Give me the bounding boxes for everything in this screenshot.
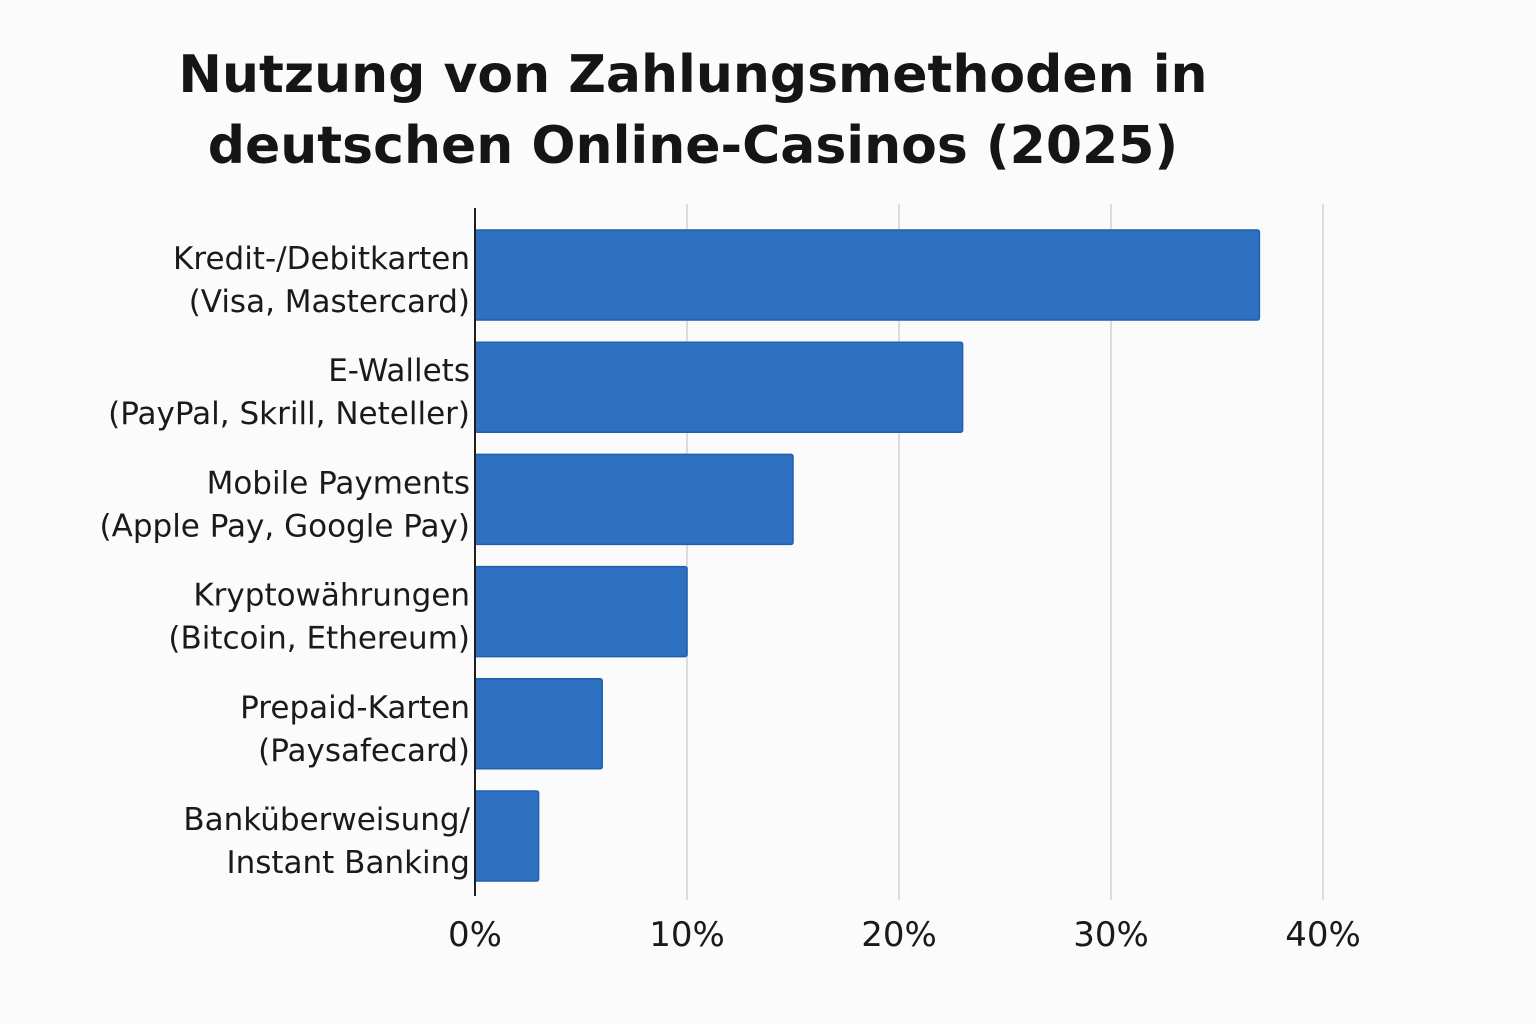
- category-label-line: Kryptowährungen: [193, 578, 470, 614]
- category-label-line: Mobile Payments: [207, 465, 470, 501]
- x-tick-label: 30%: [1073, 915, 1149, 955]
- category-label: Kryptowährungen (Bitcoin, Ethereum): [168, 578, 470, 657]
- category-label-line: Banküberweisung/: [183, 802, 470, 838]
- category-label: E-Wallets (PayPal, Skrill, Neteller): [108, 353, 470, 432]
- category-label-line: (Apple Pay, Google Pay): [100, 508, 470, 544]
- category-label-line: (Visa, Mastercard): [189, 284, 470, 320]
- category-label: Banküberweisung/Instant Banking: [183, 802, 470, 881]
- bar: [474, 229, 1261, 321]
- x-tick-label: 40%: [1285, 915, 1361, 955]
- bar: [474, 565, 688, 658]
- chart-title-line-2: deutschen Online-Casinos (2025): [207, 116, 1179, 176]
- category-label-line: E-Wallets: [328, 353, 470, 389]
- category-label-line: Instant Banking: [226, 845, 470, 881]
- bars: [474, 229, 1261, 882]
- category-label: Mobile Payments (Apple Pay, Google Pay): [100, 465, 470, 544]
- category-label-line: Prepaid-Karten: [240, 690, 470, 726]
- category-label-line: Kredit-/Debitkarten: [173, 241, 470, 277]
- category-label-line: (Paysafecard): [258, 733, 470, 769]
- bar: [474, 341, 964, 433]
- bar: [474, 453, 794, 546]
- x-tick-label: 0%: [448, 915, 502, 955]
- chart-title: Nutzung von Zahlungsmethoden in deutsche…: [0, 40, 1386, 182]
- category-label: Prepaid-Karten (Paysafecard): [240, 690, 470, 769]
- bar: [474, 790, 540, 882]
- x-tick-label: 10%: [649, 915, 725, 955]
- category-label-line: (PayPal, Skrill, Neteller): [108, 396, 470, 432]
- x-tick-label: 20%: [861, 915, 937, 955]
- x-axis-ticks: 0% 10% 20% 30% 40%: [448, 915, 1361, 955]
- category-label: Kredit-/Debitkarten (Visa, Mastercard): [173, 241, 470, 320]
- bar: [474, 678, 603, 770]
- category-label-line: (Bitcoin, Ethereum): [168, 621, 470, 657]
- chart-title-line-1: Nutzung von Zahlungsmethoden in: [178, 45, 1208, 105]
- category-labels: Kredit-/Debitkarten (Visa, Mastercard) E-W…: [100, 241, 471, 881]
